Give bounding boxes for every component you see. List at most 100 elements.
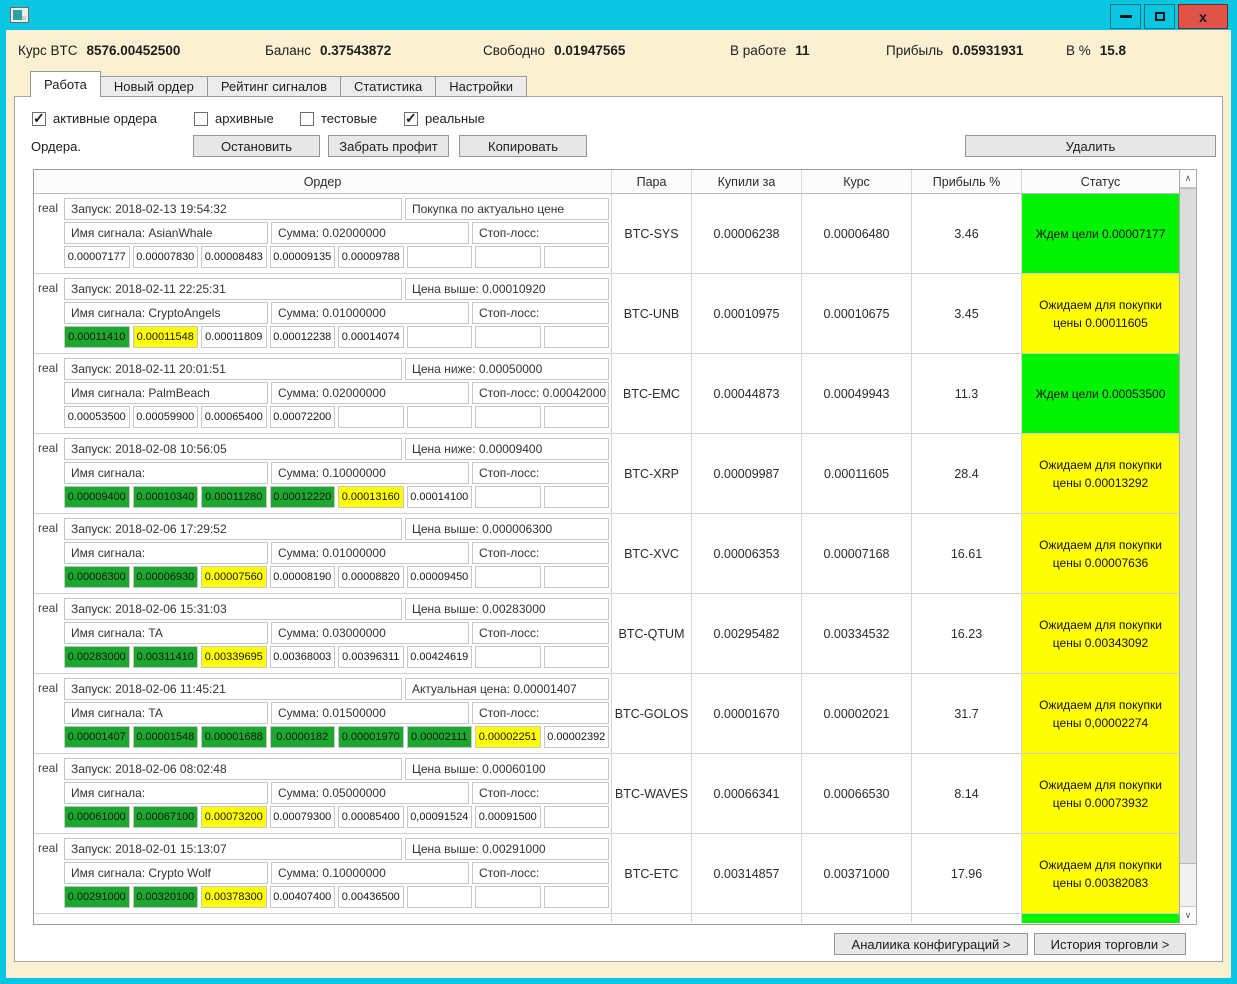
target-price-cell: 0.00311410 — [132, 646, 198, 668]
stat-profit: Прибыль 0.05931931 — [886, 43, 1024, 58]
order-launch: Запуск: 2018-02-01 15:13:07 — [64, 838, 402, 860]
order-cell: real Запуск: 2018-02-06 08:02:48 Цена вы… — [34, 754, 612, 833]
order-row[interactable]: real Запуск: 2018-02-06 08:02:48 Цена вы… — [34, 754, 1179, 834]
close-button[interactable]: x — [1178, 4, 1228, 29]
target-price-cell: 0.00009788 — [338, 246, 404, 268]
target-price-cell: 0.00014074 — [338, 326, 404, 348]
bought-cell: 0.00066341 — [692, 754, 802, 833]
minimize-button[interactable] — [1110, 4, 1141, 29]
filter-archived[interactable]: архивные — [194, 111, 274, 126]
target-price-cell — [543, 566, 609, 588]
target-price-cell: 0.00001548 — [132, 726, 198, 748]
profit-cell: 11.3 — [912, 354, 1022, 433]
target-price-cell: 0.00061000 — [64, 806, 130, 828]
stop-button[interactable]: Остановить — [193, 135, 320, 157]
scroll-up-icon[interactable]: ∧ — [1180, 170, 1196, 188]
status-cell: Ждем цели 0.00053500 — [1022, 354, 1179, 433]
order-target-prices: 0.00007177 0.00007830 0.00008483 0.00009135… — [64, 246, 609, 268]
order-type-label: real — [38, 361, 59, 375]
target-price-cell: 0.00012238 — [269, 326, 335, 348]
order-amount: Сумма: 0.02000000 — [271, 222, 469, 244]
target-price-cell — [406, 886, 472, 908]
target-price-cell: 0.00436500 — [338, 886, 404, 908]
order-amount: Сумма: 0.01000000 — [271, 302, 469, 324]
target-price-cell — [406, 246, 472, 268]
filter-active-orders[interactable]: активные ордера — [32, 110, 157, 127]
rate-cell: 0.00007168 — [802, 514, 912, 593]
order-amount: Сумма: 0.01500000 — [271, 702, 469, 724]
order-row[interactable]: real Запуск: 2018-02-08 10:56:05 Цена ни… — [34, 434, 1179, 514]
order-launch: Запуск: 2018-02-08 10:56:05 — [64, 438, 402, 460]
target-price-cell: 0.00008483 — [201, 246, 267, 268]
target-price-cell — [543, 326, 609, 348]
tab-statistika[interactable]: Статистика — [340, 76, 437, 97]
order-row[interactable]: real Запуск: 2018-02-11 20:01:51 Цена ни… — [34, 354, 1179, 434]
header-bought: Купили за — [692, 170, 802, 193]
stat-free: Свободно 0.01947565 — [483, 43, 626, 58]
order-row[interactable]: real Запуск: 2018-02-06 15:31:03 Цена вы… — [34, 594, 1179, 674]
order-signal: Имя сигнала: TA — [64, 702, 268, 724]
bought-cell: 0.00314857 — [692, 834, 802, 913]
pair-cell: BTC-SYS — [612, 194, 692, 273]
order-type-label: real — [38, 281, 59, 295]
order-target-prices: 0.00001407 0.00001548 0.00001688 0.0000182 0… — [64, 726, 609, 748]
checkbox-icon — [404, 110, 418, 127]
target-price-cell: 0.00009450 — [406, 566, 472, 588]
target-price-cell: 0.0000182 — [269, 726, 335, 748]
target-price-cell: 0.00006930 — [132, 566, 198, 588]
copy-button[interactable]: Копировать — [459, 135, 587, 157]
order-row[interactable]: real Запуск: 2018-02-11 22:25:31 Цена вы… — [34, 274, 1179, 354]
profit-cell: 16.23 — [912, 594, 1022, 673]
bought-cell: 0.00010975 — [692, 274, 802, 353]
delete-button[interactable]: Удалить — [965, 135, 1216, 157]
target-price-cell: 0.00067100 — [132, 806, 198, 828]
order-amount: Сумма: 0.05000000 — [271, 782, 469, 804]
window-controls: x — [1110, 4, 1228, 29]
order-row[interactable]: real Запуск: 2018-02-06 17:29:52 Цена вы… — [34, 514, 1179, 594]
filter-test[interactable]: тестовые — [300, 111, 377, 126]
close-icon: x — [1199, 8, 1207, 25]
tab-rabota[interactable]: Работа — [30, 71, 101, 97]
target-price-cell: 0.00002251 — [475, 726, 541, 748]
order-launch: Запуск: 2018-02-06 15:31:03 — [64, 598, 402, 620]
checkbox-icon — [194, 111, 208, 126]
order-type-label: real — [38, 841, 59, 855]
order-row[interactable]: real Запуск: 2018-02-01 15:13:07 Цена вы… — [34, 834, 1179, 914]
tab-reiting-signalov[interactable]: Рейтинг сигналов — [207, 76, 341, 97]
table-scrollbar[interactable]: ∧ ∨ — [1179, 169, 1197, 925]
maximize-button[interactable] — [1144, 4, 1175, 29]
order-stoploss: Стоп-лосс: 0.00042000 — [472, 382, 609, 404]
profit-cell: 8.14 — [912, 754, 1022, 833]
target-price-cell: 0.00091500 — [475, 806, 541, 828]
order-target-prices: 0.00009400 0.00010340 0.00011280 0.00012220… — [64, 486, 609, 508]
trade-history-button[interactable]: История торговли > — [1034, 933, 1186, 955]
scroll-down-icon[interactable]: ∨ — [1180, 906, 1196, 924]
order-stoploss: Стоп-лосс: — [472, 862, 609, 884]
scrollbar-thumb[interactable] — [1180, 188, 1196, 864]
order-stoploss: Стоп-лосс: — [472, 622, 609, 644]
target-price-cell — [475, 646, 541, 668]
target-price-cell: 0.00008820 — [338, 566, 404, 588]
pair-cell: BTC-XVC — [612, 514, 692, 593]
header-pair: Пара — [612, 170, 692, 193]
analytics-config-button[interactable]: Аналиика конфигураций > — [834, 933, 1028, 955]
order-condition: Цена ниже: 0.00009400 — [405, 438, 609, 460]
order-target-prices: 0.00006300 0.00006930 0.00007560 0.00008190… — [64, 566, 609, 588]
take-profit-button[interactable]: Забрать профит — [328, 135, 449, 157]
profit-cell: 28.4 — [912, 434, 1022, 513]
status-text: Ожидаем для покупки цены 0.00007636 — [1039, 537, 1162, 570]
order-row[interactable]: real Запуск: 2018-02-13 19:54:32 Покупка… — [34, 194, 1179, 274]
profit-cell: 3.46 — [912, 194, 1022, 273]
target-price-cell — [543, 406, 609, 428]
order-stoploss: Стоп-лосс: — [472, 302, 609, 324]
tab-novyi-order[interactable]: Новый ордер — [100, 76, 208, 97]
target-price-cell: 0.00002392 — [543, 726, 609, 748]
target-price-cell: 0.00079300 — [269, 806, 335, 828]
order-row[interactable]: real Запуск: 2018-02-06 11:45:21 Актуаль… — [34, 674, 1179, 754]
target-price-cell: 0.00006300 — [64, 566, 130, 588]
filter-real[interactable]: реальные — [404, 110, 485, 127]
tab-nastroiki[interactable]: Настройки — [436, 76, 528, 97]
order-type-label: real — [38, 761, 59, 775]
order-signal: Имя сигнала: TA — [64, 622, 268, 644]
order-cell: real Запуск: 2018-02-06 11:45:21 Актуаль… — [34, 674, 612, 753]
